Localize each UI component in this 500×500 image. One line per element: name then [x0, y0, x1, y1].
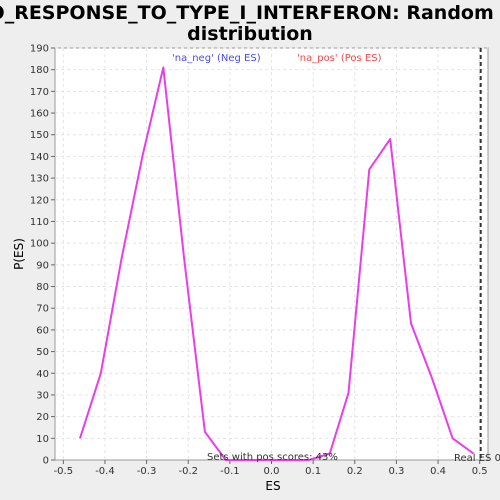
x-tick-label: -0.1: [220, 466, 240, 477]
legend-neg-label: 'na_neg' (Neg ES): [172, 53, 261, 64]
x-tick-label: 0.1: [305, 466, 321, 477]
series-layer: [79, 66, 474, 461]
x-tick-label: 0.3: [388, 466, 404, 477]
y-tick-label: 90: [36, 260, 49, 271]
y-tick-label: 70: [36, 304, 49, 315]
x-tick-label: 0.5: [472, 466, 488, 477]
y-tick-label: 110: [30, 217, 49, 228]
x-tick-label: 0.4: [430, 466, 446, 477]
y-tick-label: 10: [36, 434, 49, 445]
y-axis-label: P(ES): [12, 238, 26, 270]
chart-title-line-2: distribution: [187, 23, 313, 45]
grid-lines: [55, 47, 488, 460]
x-tick-label: 0.2: [347, 466, 363, 477]
y-tick-label: 170: [30, 87, 49, 98]
x-tick-label: -0.4: [95, 466, 115, 477]
y-tick-label: 120: [30, 195, 49, 206]
x-axis: -0.5 -0.4 -0.3 -0.2 -0.1 0.0 0.1 0.2 0.3 0.4 0.5: [54, 460, 488, 477]
y-axis: 0 10 20 30 40 50 60 70 80 90 100 110 120 130 140 150 160…: [30, 44, 55, 467]
x-tick-label: -0.3: [137, 466, 157, 477]
x-tick-label: -0.5: [54, 466, 74, 477]
y-tick-label: 100: [30, 239, 49, 250]
y-tick-label: 150: [30, 130, 49, 141]
y-tick-label: 130: [30, 174, 49, 185]
x-tick-label: 0.0: [264, 466, 280, 477]
y-tick-label: 190: [30, 44, 49, 55]
y-tick-label: 160: [30, 109, 49, 120]
y-tick-label: 30: [36, 390, 49, 401]
legend-pos-label: 'na_pos' (Pos ES): [297, 53, 382, 64]
y-tick-label: 140: [30, 152, 49, 163]
y-tick-label: 0: [43, 456, 49, 467]
y-tick-label: 80: [36, 282, 49, 293]
y-tick-label: 180: [30, 65, 49, 76]
y-tick-label: 60: [36, 325, 49, 336]
y-tick-label: 40: [36, 369, 49, 380]
es-distribution-line: [79, 66, 474, 461]
y-tick-label: 20: [36, 412, 49, 423]
x-axis-label: ES: [265, 479, 280, 493]
real-es-label: Real ES 0: [454, 453, 500, 464]
y-tick-label: 50: [36, 347, 49, 358]
chart-title-line-1: GO_RESPONSE_TO_TYPE_I_INTERFERON: Random…: [0, 2, 500, 24]
x-tick-label: -0.2: [178, 466, 198, 477]
pos-scores-annotation: Sets with pos scores: 43%: [207, 452, 338, 463]
